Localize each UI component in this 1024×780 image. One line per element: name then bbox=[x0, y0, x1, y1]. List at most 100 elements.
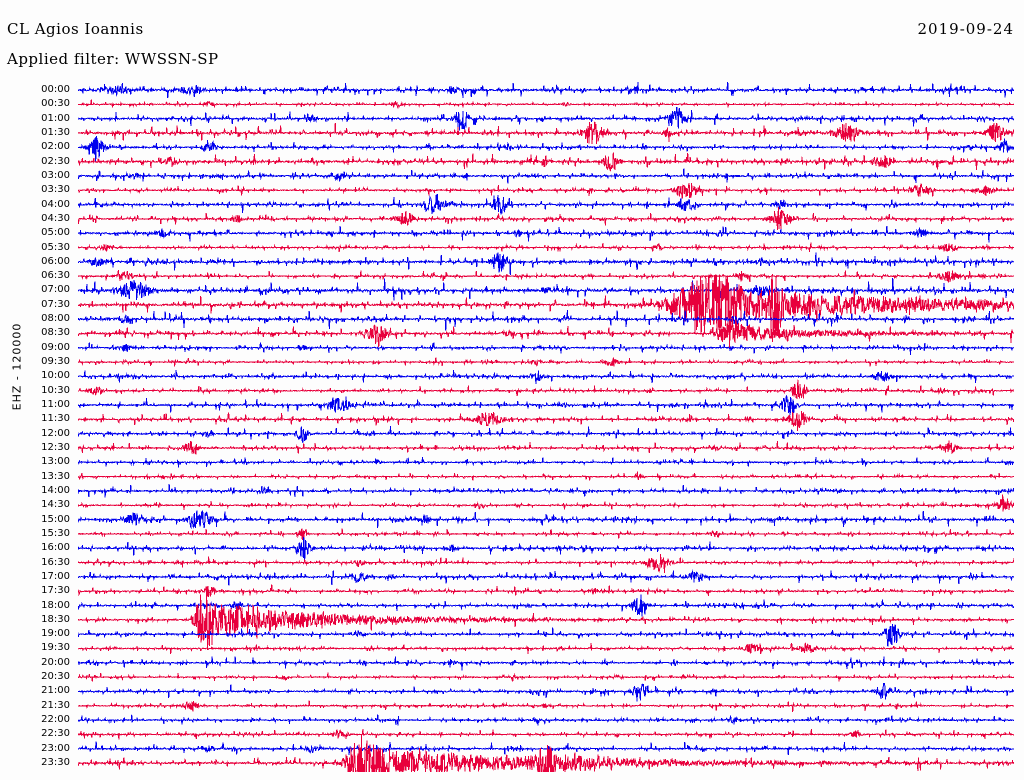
time-axis-label: 08:30 bbox=[41, 327, 70, 339]
time-axis-label: 17:00 bbox=[41, 570, 70, 582]
time-axis-label: 23:00 bbox=[41, 742, 70, 754]
time-axis-label: 06:00 bbox=[41, 255, 70, 267]
time-axis-label: 02:00 bbox=[41, 141, 70, 153]
trace-row bbox=[78, 278, 1014, 301]
trace-row bbox=[78, 484, 1014, 498]
trace-row bbox=[78, 152, 1014, 172]
trace-row bbox=[78, 342, 1014, 355]
trace-row bbox=[78, 357, 1014, 367]
trace-row bbox=[78, 594, 1014, 617]
trace-row bbox=[78, 642, 1014, 655]
time-axis-label: 10:30 bbox=[41, 384, 70, 396]
time-axis-label: 13:30 bbox=[41, 470, 70, 482]
record-date: 2019-09-24 bbox=[917, 20, 1014, 38]
trace-row bbox=[78, 106, 1014, 131]
trace-row bbox=[78, 700, 1014, 712]
trace-row bbox=[78, 425, 1014, 443]
time-axis-label: 04:00 bbox=[41, 198, 70, 210]
trace-row bbox=[78, 168, 1014, 184]
seismogram-canvas bbox=[78, 82, 1014, 772]
trace-row bbox=[78, 729, 1014, 740]
time-axis-label: 09:30 bbox=[41, 356, 70, 368]
time-axis-label: 12:00 bbox=[41, 427, 70, 439]
applied-filter-label: Applied filter: WWSSN-SP bbox=[7, 50, 219, 68]
time-axis-label: 00:30 bbox=[41, 98, 70, 110]
time-axis-label: 16:30 bbox=[41, 556, 70, 568]
page-title: CL Agios Ioannis bbox=[7, 20, 144, 38]
trace-row bbox=[78, 672, 1014, 682]
time-axis-label: 15:30 bbox=[41, 527, 70, 539]
trace-row bbox=[78, 136, 1014, 162]
time-axis-label: 21:30 bbox=[41, 699, 70, 711]
time-axis-label: 18:00 bbox=[41, 599, 70, 611]
time-axis-label: 03:30 bbox=[41, 184, 70, 196]
time-axis-label: 16:00 bbox=[41, 542, 70, 554]
trace-row bbox=[78, 536, 1014, 560]
trace-row bbox=[78, 735, 1014, 772]
trace-row bbox=[78, 270, 1014, 283]
trace-row bbox=[78, 569, 1014, 586]
trace-row bbox=[78, 554, 1014, 574]
trace-row bbox=[78, 510, 1014, 530]
time-axis-label: 11:00 bbox=[41, 399, 70, 411]
trace-row bbox=[78, 589, 1014, 650]
time-axis-label: 19:30 bbox=[41, 642, 70, 654]
trace-row bbox=[78, 99, 1014, 109]
trace-row bbox=[78, 82, 1014, 99]
time-axis-label: 22:30 bbox=[41, 728, 70, 740]
time-axis: 00:00 00:30 01:00 01:30 02:00 02:30 03:00 03:30… bbox=[0, 82, 74, 772]
trace-row bbox=[78, 369, 1014, 385]
trace-row bbox=[78, 252, 1014, 276]
trace-row bbox=[78, 714, 1014, 726]
time-axis-label: 00:00 bbox=[41, 84, 70, 95]
trace-row bbox=[78, 584, 1014, 597]
time-axis-label: 14:30 bbox=[41, 499, 70, 511]
time-axis-label: 11:30 bbox=[41, 413, 70, 425]
trace-row bbox=[78, 528, 1014, 540]
time-axis-label: 15:00 bbox=[41, 513, 70, 525]
trace-row bbox=[78, 741, 1014, 756]
time-axis-label: 18:30 bbox=[41, 613, 70, 625]
trace-row bbox=[78, 379, 1014, 399]
trace-row bbox=[78, 206, 1014, 232]
time-axis-label: 02:30 bbox=[41, 155, 70, 167]
time-axis-label: 07:00 bbox=[41, 284, 70, 296]
trace-row bbox=[78, 121, 1014, 145]
time-axis-label: 05:00 bbox=[41, 227, 70, 239]
time-axis-label: 01:30 bbox=[41, 126, 70, 138]
helicorder-plot[interactable] bbox=[78, 82, 1014, 772]
time-axis-label: 13:00 bbox=[41, 456, 70, 468]
trace-row bbox=[78, 456, 1014, 468]
time-axis-label: 17:30 bbox=[41, 585, 70, 597]
time-axis-label: 04:30 bbox=[41, 212, 70, 224]
time-axis-label: 05:30 bbox=[41, 241, 70, 253]
trace-row bbox=[78, 471, 1014, 481]
time-axis-label: 07:30 bbox=[41, 298, 70, 310]
time-axis-label: 03:00 bbox=[41, 169, 70, 181]
time-axis-label: 08:00 bbox=[41, 313, 70, 325]
time-axis-label: 22:00 bbox=[41, 714, 70, 726]
time-axis-label: 20:00 bbox=[41, 656, 70, 668]
trace-row bbox=[78, 682, 1014, 702]
time-axis-label: 14:00 bbox=[41, 484, 70, 496]
trace-row bbox=[78, 242, 1014, 253]
trace-row bbox=[78, 624, 1014, 647]
trace-row bbox=[78, 182, 1014, 199]
trace-row bbox=[78, 226, 1014, 243]
time-axis-label: 12:30 bbox=[41, 442, 70, 453]
trace-row bbox=[78, 273, 1014, 335]
trace-row bbox=[78, 494, 1014, 512]
time-axis-label: 01:00 bbox=[41, 112, 70, 124]
time-axis-label: 21:00 bbox=[41, 685, 70, 697]
time-axis-label: 23:30 bbox=[41, 757, 70, 769]
trace-row bbox=[78, 410, 1014, 431]
time-axis-label: 06:30 bbox=[41, 270, 70, 282]
time-axis-label: 19:00 bbox=[41, 628, 70, 640]
time-axis-label: 09:00 bbox=[41, 341, 70, 353]
trace-row bbox=[78, 394, 1014, 416]
trace-row bbox=[78, 318, 1014, 348]
trace-row bbox=[78, 656, 1014, 671]
time-axis-label: 20:30 bbox=[41, 671, 70, 683]
trace-row bbox=[78, 440, 1014, 455]
trace-row bbox=[78, 194, 1014, 215]
